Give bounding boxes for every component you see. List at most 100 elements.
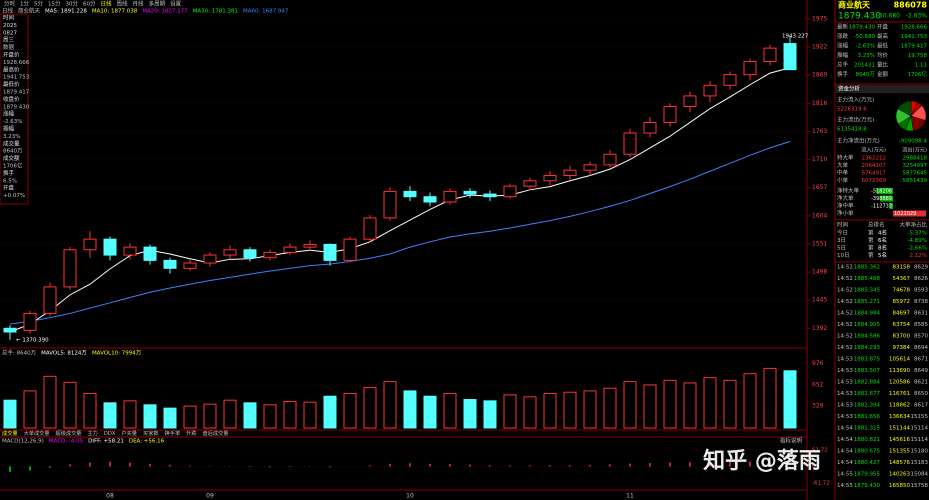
quote-label: 开盘 <box>877 23 889 31</box>
net-label: 净大单 <box>837 194 854 202</box>
toolbar-tab[interactable]: 15分 <box>48 0 61 8</box>
tick-volume: 165850 <box>889 483 910 489</box>
fund-row-label: 中单 <box>837 169 849 177</box>
tick-count: 8570 <box>914 334 928 340</box>
indicator-tab[interactable]: 大单成交量 <box>24 429 50 437</box>
toolbar-tab[interactable]: 30分 <box>66 0 79 8</box>
macd-legend: DIFF: +58.21 <box>88 439 124 445</box>
tick-volume: 83158 <box>893 265 911 271</box>
fund-value: 5226319.6 <box>837 107 867 113</box>
tick-volume: 151355 <box>889 449 910 455</box>
sidebar <box>0 13 29 205</box>
tick-time: 14:52 <box>837 288 853 294</box>
candle-body <box>663 106 677 123</box>
sidebar-item: 最低价 <box>3 80 20 88</box>
x-tick-label: 10 <box>406 493 414 500</box>
candle-body <box>543 174 557 182</box>
toolbar-tab[interactable]: 周线 <box>117 0 129 8</box>
ma-legend: MA20: 1827.177 <box>142 9 188 15</box>
toolbar-tab[interactable]: 60分 <box>83 0 96 8</box>
sidebar-item: 2025 <box>3 23 17 29</box>
sidebar-item: 1941.753 <box>3 75 30 81</box>
volume-bar <box>783 370 797 429</box>
tick-price: 1883.875 <box>854 357 881 363</box>
indicator-tab[interactable]: 户买量 <box>121 429 137 437</box>
macd-legend: MACD(12,26,9) <box>2 439 44 445</box>
sidebar-item: 6.5% <box>3 178 17 184</box>
tick-time: 14:54 <box>837 460 853 466</box>
fund-in: 2064107 <box>862 163 887 169</box>
indicator-tab[interactable]: DDX <box>104 431 116 437</box>
candle-body <box>503 185 517 198</box>
sidebar-item: 1706亿 <box>3 162 23 170</box>
fund-label: 主力净流出(万元) <box>837 137 880 145</box>
fund-out: 5851439 <box>903 178 928 184</box>
tick-price: 1880.427 <box>854 460 881 466</box>
toolbar-tab[interactable]: 分时 <box>4 0 16 8</box>
toolbar-tab[interactable]: 月线 <box>133 0 145 8</box>
quote-label: 最高 <box>877 32 889 40</box>
sidebar-item: 8640万 <box>3 148 23 155</box>
volume-bar <box>83 393 97 429</box>
tick-price: 1885.345 <box>854 288 881 294</box>
candle-body <box>143 246 157 261</box>
quote-label: 金额 <box>877 70 889 78</box>
y-tick-label: 1816 <box>812 100 827 107</box>
ma-legend: MA10: 1877.038 <box>92 9 138 15</box>
tick-count: 15114 <box>911 437 929 443</box>
candle-body <box>163 259 177 269</box>
candle-body <box>783 43 797 71</box>
toolbar-tab[interactable]: 1分 <box>20 0 29 8</box>
volume-bar <box>383 381 397 429</box>
quote-label: 最低 <box>877 42 889 50</box>
toolbar-tab[interactable]: 5分 <box>34 0 43 8</box>
tick-count: 8738 <box>914 299 928 305</box>
candle-body <box>523 180 537 187</box>
fund-value: -909098.4 <box>899 139 928 145</box>
toolbar-tab[interactable]: 设置 <box>170 0 182 8</box>
section-header <box>836 85 929 93</box>
fund-row-label: 特大单 <box>837 154 854 162</box>
candle-body <box>203 254 217 264</box>
indicator-tab[interactable]: 成交量 <box>2 429 18 437</box>
quote-value: 19.758 <box>908 53 928 59</box>
volume-legend: MAVOL5: 8124万 <box>41 350 87 357</box>
y-tick-label: 1498 <box>812 269 827 276</box>
toolbar-tab[interactable]: 日线 <box>101 0 113 8</box>
candle-body <box>423 196 437 203</box>
tick-time: 14:52 <box>837 299 853 305</box>
tick-time: 14:54 <box>837 437 853 443</box>
y-tick-label: 1445 <box>812 297 827 304</box>
tick-count: 8629 <box>914 265 928 271</box>
tick-price: 1881.656 <box>854 414 881 420</box>
volume-bar <box>703 377 717 429</box>
tick-count: 15084 <box>911 472 929 478</box>
tick-volume: 83700 <box>893 334 911 340</box>
volume-bar <box>283 401 297 429</box>
indicator-tab[interactable]: 盘后成交量 <box>203 429 229 437</box>
toolbar-tab[interactable]: 多周期 <box>149 0 166 8</box>
tick-price: 1884.586 <box>854 334 881 340</box>
ranking-text: 第 <box>868 229 874 237</box>
indicator-help[interactable]: 指标说明 <box>780 437 803 445</box>
volume-bar <box>603 387 617 429</box>
macd-legend: MACD: -4.05 <box>49 439 84 445</box>
indicator-tab[interactable]: 升跌 <box>186 429 197 437</box>
indicator-tab[interactable]: 换手率 <box>165 429 181 437</box>
tick-count: 15155 <box>911 414 929 420</box>
x-tick-label: 08 <box>106 493 114 500</box>
table-header: 流出(万元) <box>902 146 927 154</box>
low-label: ← 1370.390 <box>16 337 49 343</box>
tick-price: 1881.315 <box>854 426 881 432</box>
tick-price: 1879.955 <box>854 472 881 478</box>
tick-volume: 148576 <box>889 460 910 466</box>
ranking-period: 今日 <box>837 229 848 237</box>
y-tick-label: 329 <box>812 403 824 410</box>
tick-price: 1879.430 <box>854 483 881 489</box>
sidebar-item: 成交量 <box>3 139 20 147</box>
indicator-tab[interactable]: 主力 <box>87 429 97 437</box>
indicator-tab[interactable]: 超级成交量 <box>56 429 82 437</box>
tick-time: 14:53 <box>837 403 853 409</box>
indicator-tab[interactable]: 买家数 <box>143 429 159 437</box>
